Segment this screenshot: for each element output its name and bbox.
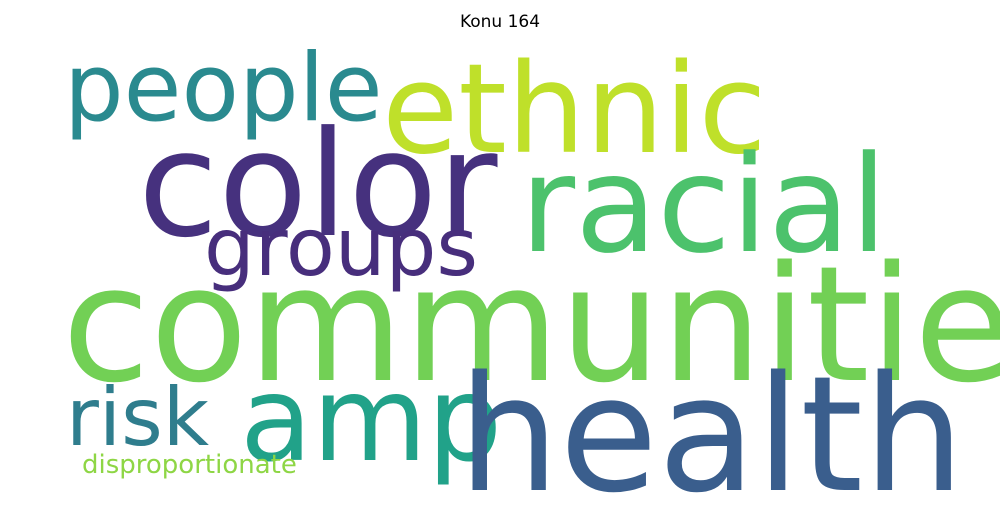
word-ethnic: ethnic <box>382 38 767 182</box>
word-disproportionate: disproportionate <box>82 450 297 480</box>
word-cloud: people ethnic color racial groups commun… <box>62 34 1000 515</box>
word-people: people <box>64 34 383 143</box>
word-amp: amp <box>240 350 503 488</box>
word-communities: communities <box>62 231 1000 418</box>
word-health: health <box>458 341 965 528</box>
word-color: color <box>138 100 498 270</box>
word-risk: risk <box>66 371 210 464</box>
word-groups: groups <box>204 201 479 294</box>
word-racial: racial <box>520 127 888 283</box>
chart-title: Konu 164 <box>459 12 541 32</box>
